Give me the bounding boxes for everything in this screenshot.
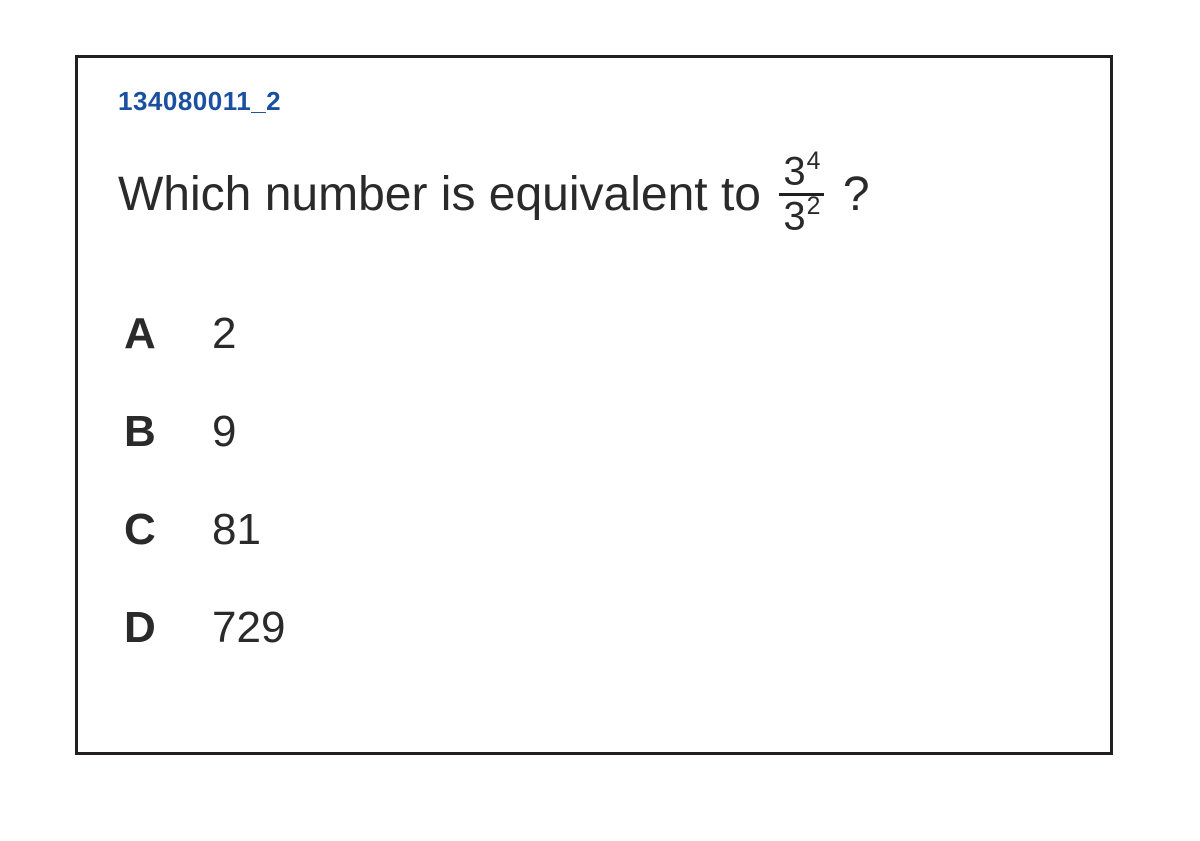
numerator-exponent: 4 bbox=[807, 148, 821, 175]
choice-letter: B bbox=[124, 407, 168, 457]
numerator-base: 3 bbox=[783, 149, 805, 193]
answer-choices: A 2 B 9 C 81 D 729 bbox=[124, 309, 1070, 653]
question-stem: Which number is equivalent to 34 32 ? bbox=[118, 151, 1070, 239]
fraction: 34 32 bbox=[779, 151, 824, 239]
choice-value: 2 bbox=[212, 309, 236, 359]
question-id: 134080011_2 bbox=[118, 86, 1070, 117]
choice-c[interactable]: C 81 bbox=[124, 505, 1070, 555]
choice-letter: D bbox=[124, 603, 168, 653]
stem-text: Which number is equivalent to bbox=[118, 165, 761, 225]
denominator-exponent: 2 bbox=[807, 193, 821, 220]
choice-value: 9 bbox=[212, 407, 236, 457]
choice-letter: A bbox=[124, 309, 168, 359]
choice-letter: C bbox=[124, 505, 168, 555]
fraction-denominator: 32 bbox=[779, 196, 824, 238]
choice-value: 729 bbox=[212, 603, 285, 653]
choice-b[interactable]: B 9 bbox=[124, 407, 1070, 457]
question-card: 134080011_2 Which number is equivalent t… bbox=[75, 55, 1113, 755]
fraction-numerator: 34 bbox=[779, 151, 824, 193]
stem-suffix: ? bbox=[843, 165, 870, 225]
choice-a[interactable]: A 2 bbox=[124, 309, 1070, 359]
denominator-base: 3 bbox=[783, 195, 805, 239]
choice-value: 81 bbox=[212, 505, 261, 555]
choice-d[interactable]: D 729 bbox=[124, 603, 1070, 653]
